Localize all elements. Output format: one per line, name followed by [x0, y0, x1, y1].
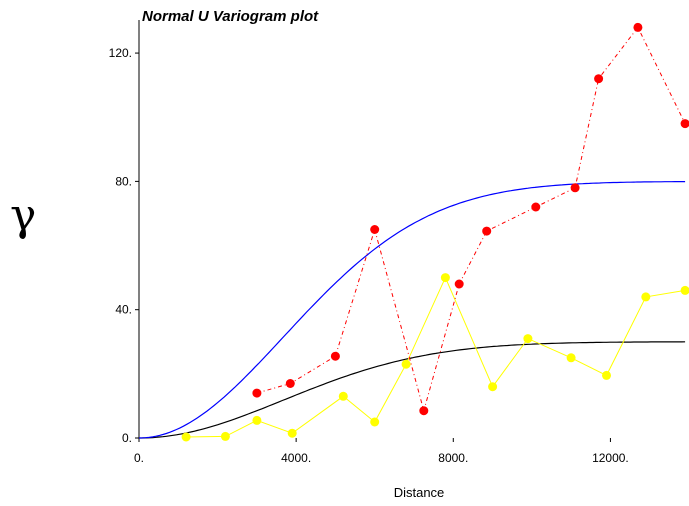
- yellow-data-point: [370, 417, 380, 427]
- chart-title: Normal U Variogram plot: [142, 8, 319, 25]
- red-data-point: [330, 351, 340, 361]
- y-axis-label: γ: [10, 190, 36, 241]
- series-layer: [138, 22, 689, 442]
- yellow-data-point: [641, 292, 651, 302]
- yellow-data-point: [220, 431, 230, 441]
- yellow-data-point: [401, 359, 411, 369]
- yellow-data-point: [523, 334, 533, 344]
- red-data-point: [285, 379, 295, 388]
- yellow-series-line: [186, 276, 686, 438]
- x-axis-label: Distance: [394, 485, 445, 500]
- yellow-data-point: [181, 432, 191, 442]
- yellow-data-point: [602, 370, 611, 380]
- red-data-point: [680, 119, 689, 129]
- red-data-point: [419, 406, 429, 416]
- red-data-point: [633, 22, 643, 32]
- yellow-data-point: [440, 273, 450, 283]
- model-curve-blue: [138, 181, 686, 439]
- red-data-point: [370, 225, 380, 234]
- yellow-data-point: [252, 415, 262, 425]
- yellow-data-point: [338, 391, 348, 401]
- red-series-line: [256, 26, 686, 413]
- x-tick-label: 0.: [134, 451, 144, 465]
- red-data-point: [454, 279, 464, 289]
- red-data-point: [482, 226, 492, 236]
- x-axis-ticks: 0. 4000. 8000. 12000.: [134, 438, 629, 465]
- model-curve-black: [139, 341, 686, 439]
- red-data-point: [531, 202, 541, 212]
- yellow-data-point: [680, 285, 689, 295]
- red-data-point: [252, 388, 262, 398]
- x-tick-label: 12000.: [592, 451, 629, 465]
- y-axis-ticks: 0. 40. 80. 120.: [109, 46, 139, 445]
- y-tick-label: 0.: [122, 431, 132, 445]
- yellow-data-point: [287, 428, 297, 438]
- red-data-point: [570, 183, 580, 193]
- y-tick-label: 80.: [115, 174, 132, 188]
- x-tick-label: 4000.: [281, 451, 311, 465]
- yellow-data-point: [566, 353, 576, 363]
- x-tick-label: 8000.: [438, 451, 468, 465]
- y-tick-label: 120.: [109, 46, 132, 60]
- red-data-point: [594, 74, 604, 84]
- yellow-data-point: [488, 382, 498, 392]
- y-tick-label: 40.: [115, 303, 132, 317]
